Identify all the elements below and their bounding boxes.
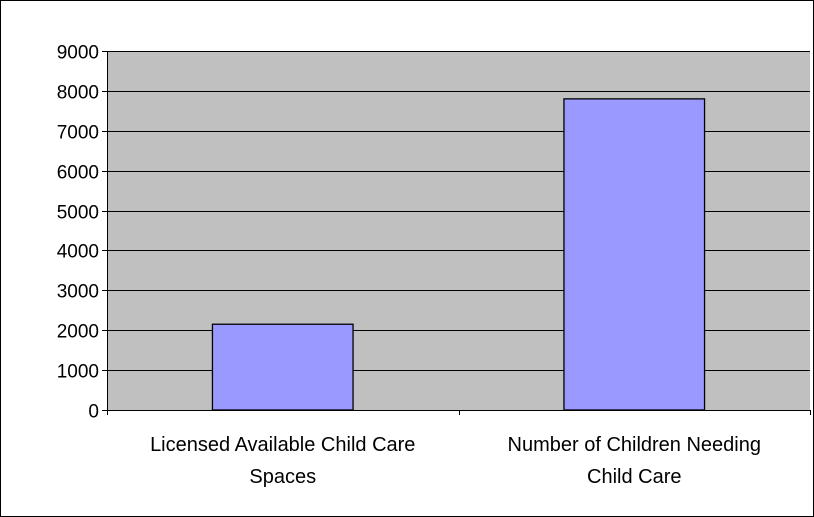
- x-category-label: Licensed Available Child Care: [150, 434, 415, 456]
- y-tick-label: 6000: [57, 163, 99, 184]
- x-category-label: Child Care: [587, 466, 681, 488]
- y-tick-label: 7000: [57, 123, 99, 144]
- y-tick-label: 2000: [57, 322, 99, 343]
- y-tick-label: 8000: [57, 83, 99, 104]
- bar-1: [211, 323, 354, 411]
- y-tick-label: 5000: [57, 203, 99, 224]
- y-tick-label: 0: [88, 402, 99, 423]
- y-tick-label: 1000: [57, 362, 99, 383]
- y-tick-label: 3000: [57, 282, 99, 303]
- y-tick-label: 9000: [57, 43, 99, 64]
- y-tick-label: 4000: [57, 242, 99, 263]
- bar-2: [563, 98, 706, 411]
- x-category-label: Spaces: [249, 466, 316, 488]
- x-category-label: Number of Children Needing: [508, 434, 761, 456]
